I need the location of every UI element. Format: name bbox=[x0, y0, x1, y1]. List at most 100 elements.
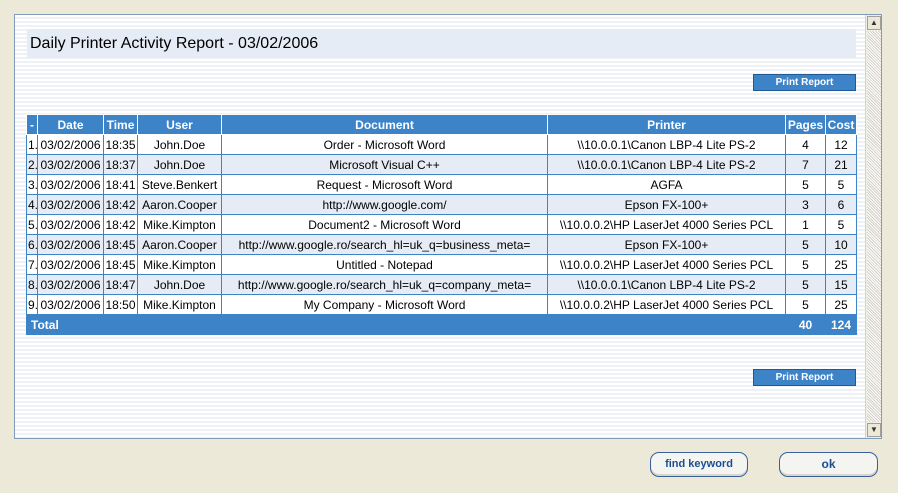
find-keyword-button[interactable]: find keyword bbox=[650, 452, 748, 477]
print-report-button-top[interactable]: Print Report bbox=[753, 74, 856, 91]
table-row: 6. 03/02/2006 18:45 Aaron.Cooper http://… bbox=[26, 234, 857, 255]
row-date: 03/02/2006 bbox=[37, 274, 104, 295]
row-time: 18:35 bbox=[103, 134, 138, 155]
row-date: 03/02/2006 bbox=[37, 194, 104, 215]
row-user: Mike.Kimpton bbox=[137, 254, 222, 275]
row-document: My Company - Microsoft Word bbox=[221, 294, 548, 315]
table-row: 8. 03/02/2006 18:47 John.Doe http://www.… bbox=[26, 274, 857, 295]
row-pages: 5 bbox=[785, 234, 826, 255]
row-cost: 15 bbox=[825, 274, 857, 295]
total-cost: 124 bbox=[825, 314, 857, 335]
row-cost: 5 bbox=[825, 174, 857, 195]
row-index: 8. bbox=[26, 274, 38, 295]
row-pages: 1 bbox=[785, 214, 826, 235]
row-cost: 12 bbox=[825, 134, 857, 155]
row-date: 03/02/2006 bbox=[37, 134, 104, 155]
column-header-pages: Pages bbox=[785, 114, 826, 135]
scroll-down-arrow-icon[interactable]: ▼ bbox=[867, 423, 881, 437]
row-time: 18:42 bbox=[103, 194, 138, 215]
row-document: http://www.google.ro/search_hl=uk_q=busi… bbox=[221, 234, 548, 255]
row-pages: 7 bbox=[785, 154, 826, 175]
row-index: 6. bbox=[26, 234, 38, 255]
row-pages: 5 bbox=[785, 174, 826, 195]
row-date: 03/02/2006 bbox=[37, 234, 104, 255]
table-header-row: - Date Time User Document Printer Pages … bbox=[26, 114, 857, 135]
row-document: Request - Microsoft Word bbox=[221, 174, 548, 195]
row-cost: 21 bbox=[825, 154, 857, 175]
row-printer: \\10.0.0.2\HP LaserJet 4000 Series PCL bbox=[547, 254, 786, 275]
row-cost: 6 bbox=[825, 194, 857, 215]
row-document: Order - Microsoft Word bbox=[221, 134, 548, 155]
row-document: http://www.google.com/ bbox=[221, 194, 548, 215]
row-user: Steve.Benkert bbox=[137, 174, 222, 195]
row-pages: 5 bbox=[785, 294, 826, 315]
row-time: 18:45 bbox=[103, 234, 138, 255]
report-viewer-frame: Daily Printer Activity Report - 03/02/20… bbox=[14, 14, 882, 439]
ok-button[interactable]: ok bbox=[779, 452, 878, 477]
row-printer: Epson FX-100+ bbox=[547, 234, 786, 255]
row-cost: 25 bbox=[825, 254, 857, 275]
table-total-row: Total 40 124 bbox=[26, 314, 857, 335]
table-row: 3. 03/02/2006 18:41 Steve.Benkert Reques… bbox=[26, 174, 857, 195]
table-row: 5. 03/02/2006 18:42 Mike.Kimpton Documen… bbox=[26, 214, 857, 235]
row-document: Untitled - Notepad bbox=[221, 254, 548, 275]
row-cost: 5 bbox=[825, 214, 857, 235]
print-report-button-bottom[interactable]: Print Report bbox=[753, 369, 856, 386]
row-pages: 4 bbox=[785, 134, 826, 155]
row-cost: 25 bbox=[825, 294, 857, 315]
column-header-index: - bbox=[26, 114, 38, 135]
column-header-printer: Printer bbox=[547, 114, 786, 135]
scroll-track[interactable] bbox=[867, 31, 881, 422]
column-header-document: Document bbox=[221, 114, 548, 135]
row-time: 18:45 bbox=[103, 254, 138, 275]
row-index: 7. bbox=[26, 254, 38, 275]
row-printer: Epson FX-100+ bbox=[547, 194, 786, 215]
row-date: 03/02/2006 bbox=[37, 214, 104, 235]
row-pages: 5 bbox=[785, 254, 826, 275]
row-time: 18:41 bbox=[103, 174, 138, 195]
column-header-user: User bbox=[137, 114, 222, 135]
row-cost: 10 bbox=[825, 234, 857, 255]
row-pages: 3 bbox=[785, 194, 826, 215]
row-time: 18:42 bbox=[103, 214, 138, 235]
page-title: Daily Printer Activity Report - 03/02/20… bbox=[30, 35, 319, 52]
row-user: Aaron.Cooper bbox=[137, 234, 222, 255]
row-index: 2. bbox=[26, 154, 38, 175]
row-date: 03/02/2006 bbox=[37, 294, 104, 315]
row-printer: AGFA bbox=[547, 174, 786, 195]
row-pages: 5 bbox=[785, 274, 826, 295]
table-row: 2. 03/02/2006 18:37 John.Doe Microsoft V… bbox=[26, 154, 857, 175]
row-index: 1. bbox=[26, 134, 38, 155]
row-time: 18:50 bbox=[103, 294, 138, 315]
column-header-time: Time bbox=[103, 114, 138, 135]
row-printer: \\10.0.0.2\HP LaserJet 4000 Series PCL bbox=[547, 214, 786, 235]
column-header-date: Date bbox=[37, 114, 104, 135]
title-bar: Daily Printer Activity Report - 03/02/20… bbox=[27, 29, 856, 58]
column-header-cost: Cost bbox=[825, 114, 857, 135]
table-row: 1. 03/02/2006 18:35 John.Doe Order - Mic… bbox=[26, 134, 857, 155]
table-row: 9. 03/02/2006 18:50 Mike.Kimpton My Comp… bbox=[26, 294, 857, 315]
table-row: 7. 03/02/2006 18:45 Mike.Kimpton Untitle… bbox=[26, 254, 857, 275]
row-time: 18:37 bbox=[103, 154, 138, 175]
row-date: 03/02/2006 bbox=[37, 254, 104, 275]
row-printer: \\10.0.0.1\Canon LBP-4 Lite PS-2 bbox=[547, 274, 786, 295]
row-index: 3. bbox=[26, 174, 38, 195]
row-time: 18:47 bbox=[103, 274, 138, 295]
vertical-scrollbar[interactable]: ▲ ▼ bbox=[865, 15, 881, 438]
row-document: http://www.google.ro/search_hl=uk_q=comp… bbox=[221, 274, 548, 295]
row-printer: \\10.0.0.1\Canon LBP-4 Lite PS-2 bbox=[547, 154, 786, 175]
printer-activity-table: - Date Time User Document Printer Pages … bbox=[26, 114, 857, 335]
row-printer: \\10.0.0.1\Canon LBP-4 Lite PS-2 bbox=[547, 134, 786, 155]
row-date: 03/02/2006 bbox=[37, 174, 104, 195]
row-user: John.Doe bbox=[137, 154, 222, 175]
scroll-up-arrow-icon[interactable]: ▲ bbox=[867, 16, 881, 30]
row-index: 5. bbox=[26, 214, 38, 235]
table-row: 4. 03/02/2006 18:42 Aaron.Cooper http://… bbox=[26, 194, 857, 215]
report-content: Daily Printer Activity Report - 03/02/20… bbox=[15, 15, 866, 438]
row-user: Mike.Kimpton bbox=[137, 214, 222, 235]
row-user: John.Doe bbox=[137, 134, 222, 155]
total-label: Total bbox=[26, 314, 786, 335]
row-printer: \\10.0.0.2\HP LaserJet 4000 Series PCL bbox=[547, 294, 786, 315]
row-index: 9. bbox=[26, 294, 38, 315]
row-user: John.Doe bbox=[137, 274, 222, 295]
